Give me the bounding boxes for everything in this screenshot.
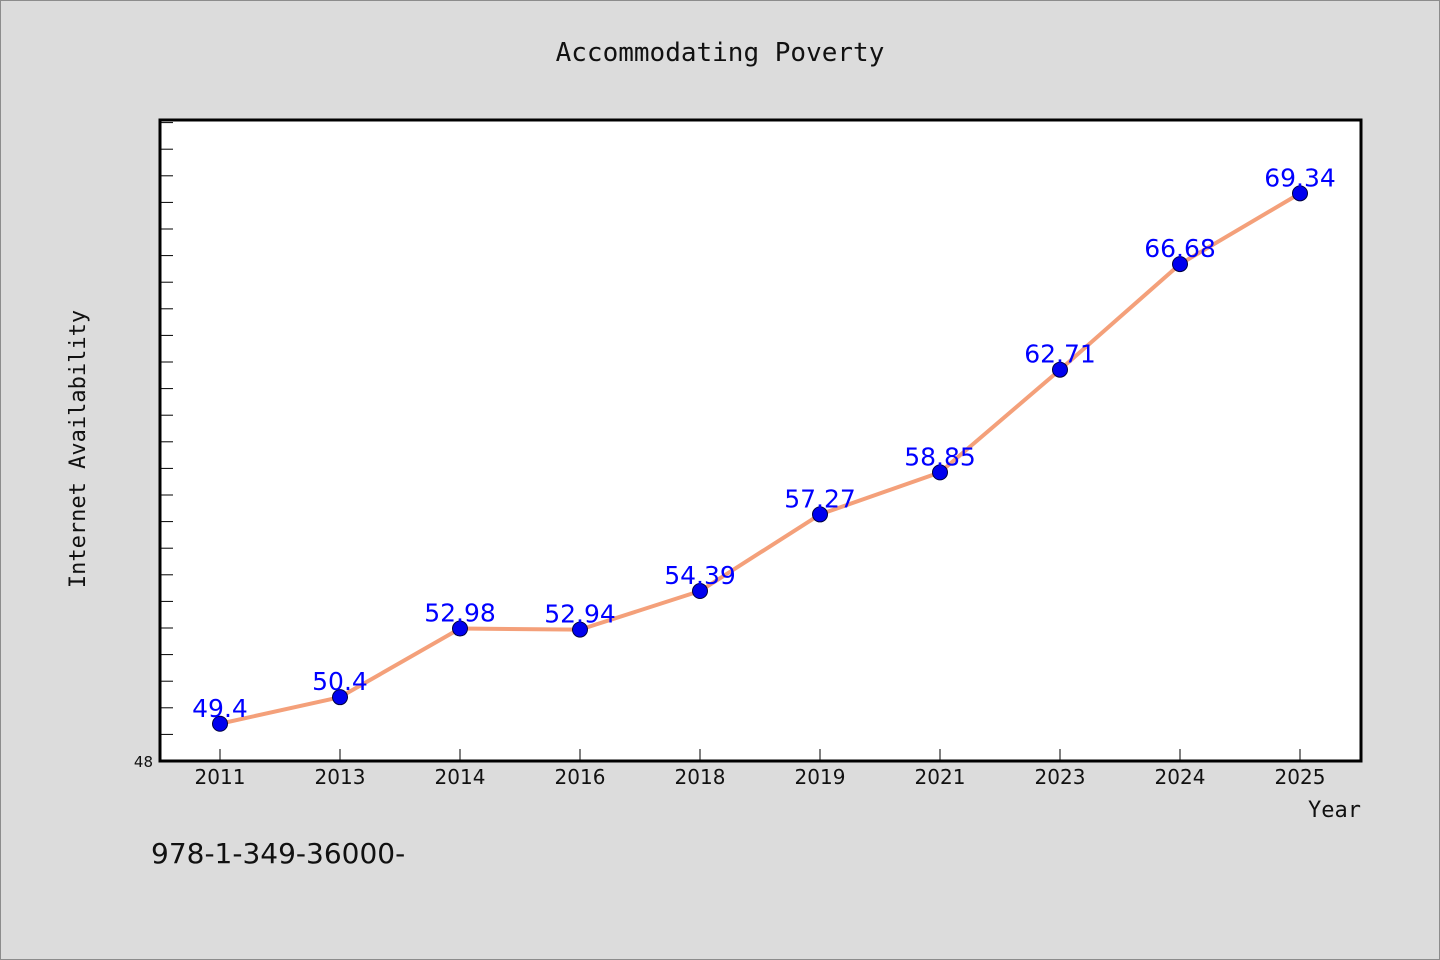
x-tick-label: 2013	[315, 765, 366, 789]
data-label: 57.27	[784, 484, 856, 513]
data-label: 50.4	[312, 667, 368, 696]
data-point	[572, 621, 588, 638]
x-tick-labels: 2011 2013 2014 2016 2018 2019 2021 2023 2024 2025	[195, 765, 1326, 789]
data-label: 69.34	[1264, 163, 1336, 192]
data-label: 62.71	[1024, 340, 1096, 369]
x-tick-label: 2025	[1275, 765, 1326, 789]
x-tick-label: 2018	[675, 765, 726, 789]
data-label: 52.98	[424, 599, 496, 628]
data-label: 49.4	[192, 694, 248, 723]
x-axis-label: Year	[1308, 798, 1361, 823]
data-point	[1052, 361, 1068, 378]
data-point	[212, 715, 228, 732]
x-tick-label: 2014	[435, 765, 486, 789]
data-point	[452, 620, 468, 637]
x-axis-ticks	[219, 749, 1301, 761]
data-label: 66.68	[1144, 234, 1216, 263]
data-labels: 49.4 50.4 52.98 52.94 54.39 57.27 58.85 62.71 66…	[192, 163, 1336, 722]
data-point	[932, 464, 948, 481]
x-tick-label: 2016	[555, 765, 606, 789]
x-tick-label: 2019	[795, 765, 846, 789]
x-tick-label: 2021	[915, 765, 966, 789]
y-axis-label: Internet Availability	[66, 310, 91, 588]
series-markers	[212, 185, 1308, 732]
x-tick-label: 2024	[1155, 765, 1206, 789]
chart-title: Accommodating Poverty	[556, 38, 885, 68]
data-point	[812, 506, 828, 523]
data-label: 54.39	[664, 561, 736, 590]
plot-area	[158, 118, 1363, 763]
x-tick-label: 2011	[195, 765, 246, 789]
data-point	[692, 583, 708, 600]
data-point	[1172, 256, 1188, 273]
data-label: 58.85	[904, 442, 976, 471]
y-tick-label-min: 48	[134, 753, 153, 771]
data-point	[332, 689, 348, 706]
isbn-footer: 978-1-349-36000-	[151, 837, 405, 870]
series-line	[219, 191, 1302, 726]
data-label: 52.94	[544, 600, 616, 629]
x-tick-label: 2023	[1035, 765, 1086, 789]
y-axis-ticks	[160, 122, 173, 762]
data-point	[1292, 185, 1308, 202]
